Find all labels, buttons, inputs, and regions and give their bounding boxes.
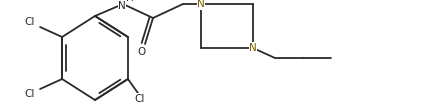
- Text: Cl: Cl: [25, 17, 35, 27]
- Text: N: N: [118, 1, 126, 11]
- Text: H: H: [126, 0, 134, 3]
- Text: N: N: [197, 0, 205, 9]
- Text: Cl: Cl: [25, 89, 35, 99]
- Text: N: N: [249, 43, 257, 53]
- Text: Cl: Cl: [135, 94, 145, 104]
- Text: O: O: [137, 47, 145, 57]
